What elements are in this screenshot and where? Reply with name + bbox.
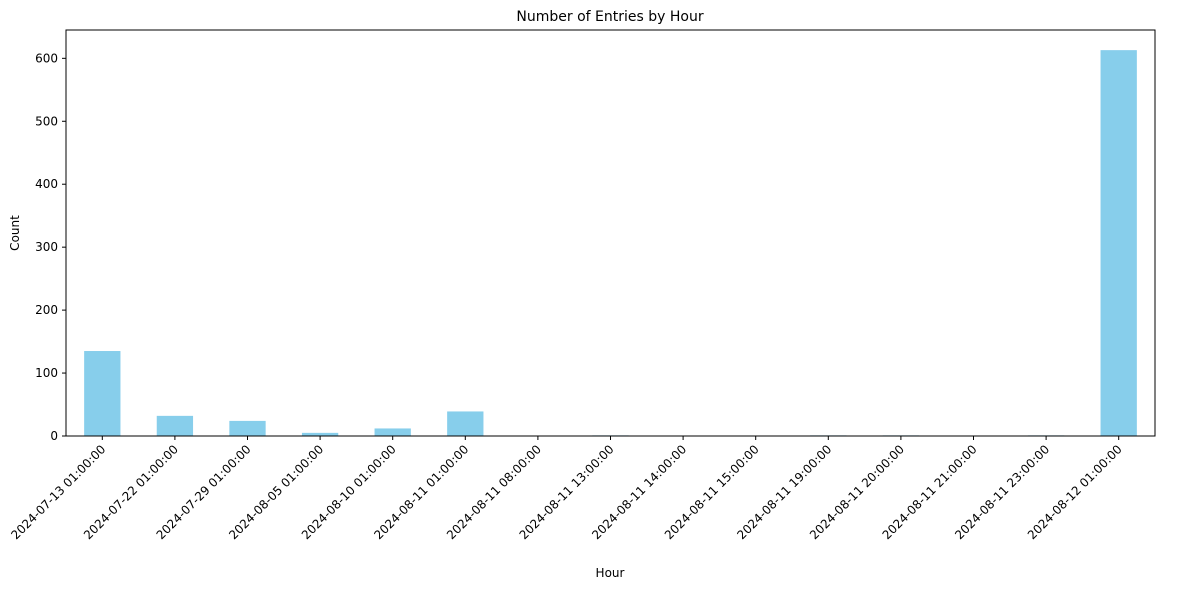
- y-tick-label: 200: [35, 303, 58, 317]
- bar: [156, 415, 194, 436]
- y-tick-label: 300: [35, 240, 58, 254]
- y-tick-label: 0: [50, 429, 58, 443]
- bar: [229, 420, 266, 436]
- y-tick-label: 500: [35, 114, 58, 128]
- plot-frame: [65, 29, 1156, 437]
- bar: [447, 411, 484, 436]
- y-tick-label: 600: [35, 51, 58, 65]
- x-axis-label: Hour: [596, 566, 625, 580]
- bar: [301, 432, 339, 436]
- bar: [84, 351, 121, 436]
- chart-title: Number of Entries by Hour: [516, 9, 703, 25]
- y-tick-label: 400: [35, 177, 58, 191]
- y-axis-label: Count: [8, 215, 22, 251]
- y-tick-label: 100: [35, 366, 58, 380]
- bar: [1100, 50, 1137, 436]
- bar: [374, 428, 411, 436]
